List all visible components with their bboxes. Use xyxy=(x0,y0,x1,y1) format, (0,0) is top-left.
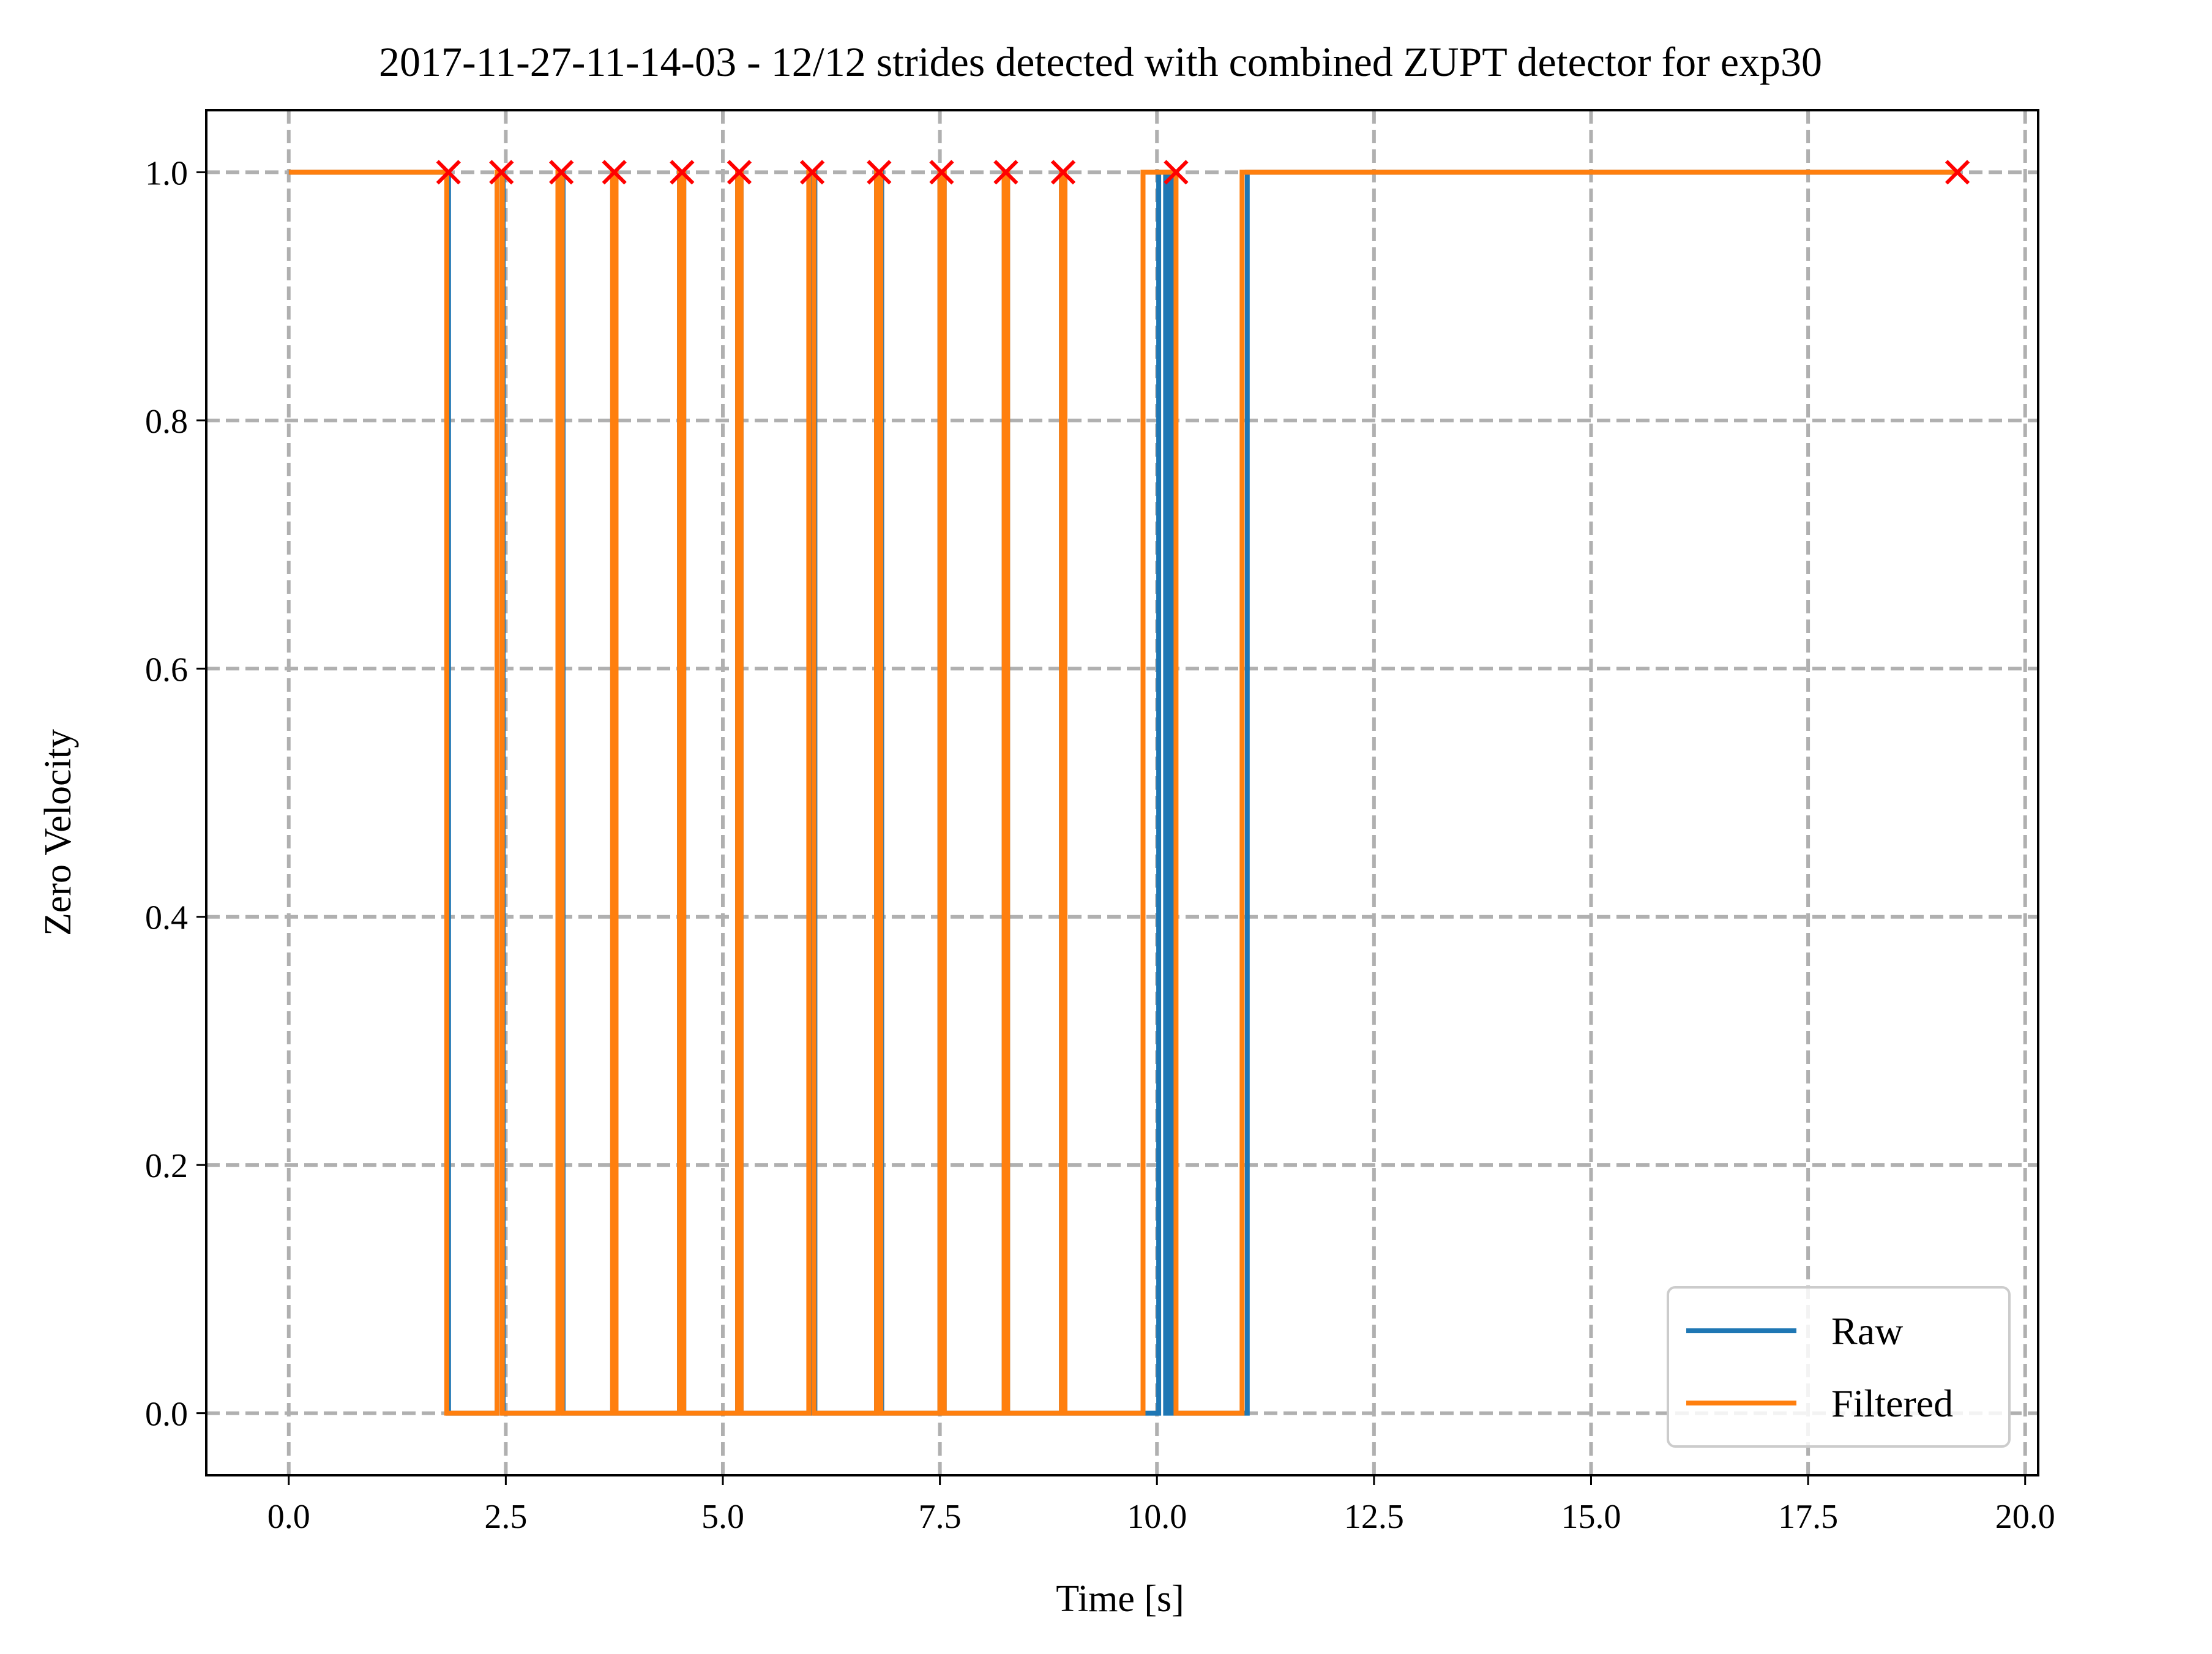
x-tick-label: 12.5 xyxy=(1344,1498,1404,1536)
x-tick-label: 5.0 xyxy=(701,1498,744,1536)
x-tick-label: 15.0 xyxy=(1561,1498,1621,1536)
legend-label-filtered: Filtered xyxy=(1831,1382,1953,1425)
y-tick-label: 0.8 xyxy=(145,403,188,441)
y-tick-label: 0.4 xyxy=(145,899,188,937)
x-axis-label: Time [s] xyxy=(1056,1578,1184,1620)
x-tick-label: 0.0 xyxy=(267,1498,310,1536)
legend-label-raw: Raw xyxy=(1831,1309,1903,1353)
legend: Raw Filtered xyxy=(1668,1287,2009,1446)
chart-title: 2017-11-27-11-14-03 - 12/12 strides dete… xyxy=(379,39,1822,85)
y-axis-label: Zero Velocity xyxy=(37,729,79,936)
x-tick-label: 10.0 xyxy=(1127,1498,1187,1536)
y-tick-label: 0.2 xyxy=(145,1147,188,1185)
x-tick-label: 17.5 xyxy=(1778,1498,1838,1536)
x-tick-label: 2.5 xyxy=(484,1498,527,1536)
y-tick-label: 1.0 xyxy=(145,154,188,192)
y-tick-label: 0.0 xyxy=(145,1396,188,1434)
x-tick-label: 7.5 xyxy=(919,1498,962,1536)
y-tick-label: 0.6 xyxy=(145,651,188,689)
x-tick-label: 20.0 xyxy=(1995,1498,2055,1536)
